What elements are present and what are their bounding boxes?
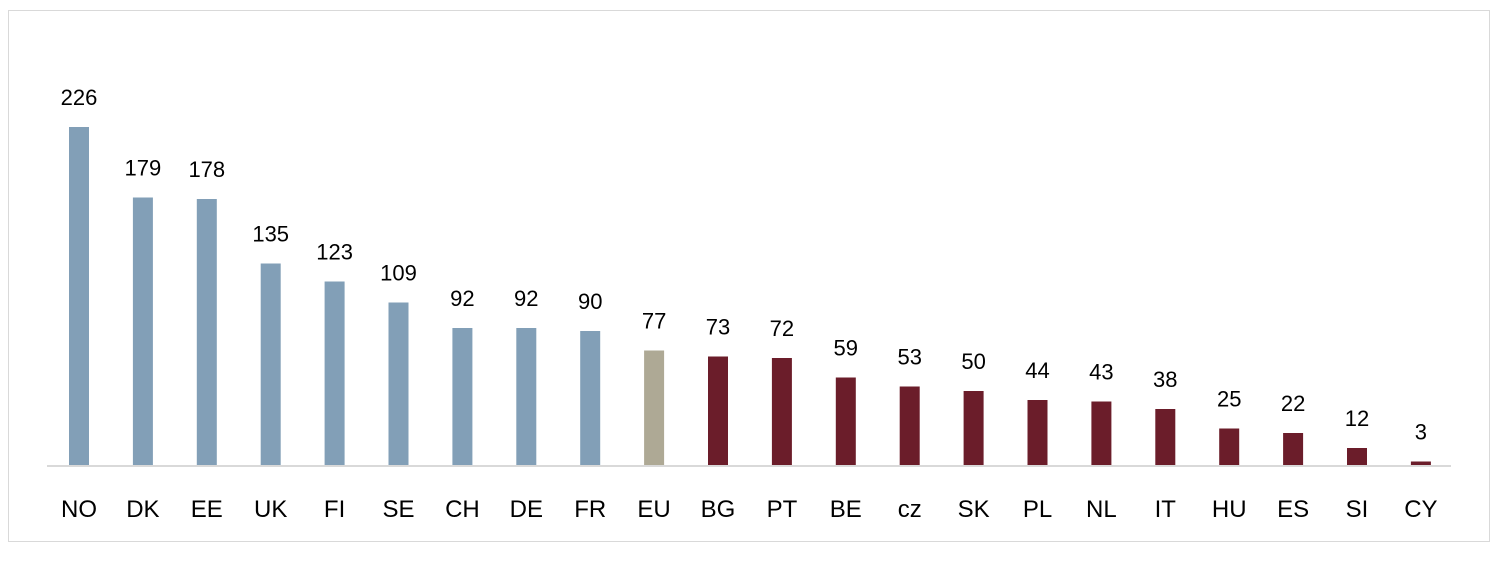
- chart-frame: [8, 10, 1490, 542]
- category-label-si: SI: [1346, 496, 1369, 523]
- bar-se: [388, 302, 409, 466]
- bar-uk: [260, 263, 281, 466]
- category-label-dk: DK: [126, 496, 159, 523]
- value-label-si: 12: [1345, 406, 1369, 431]
- value-label-it: 38: [1153, 367, 1177, 392]
- bar-es: [1283, 433, 1304, 466]
- value-label-fr: 90: [578, 289, 602, 314]
- bar-ee: [196, 199, 217, 466]
- category-label-fr: FR: [574, 496, 606, 523]
- category-label-ch: CH: [445, 496, 480, 523]
- bar-fr: [580, 331, 601, 466]
- value-label-de: 92: [514, 286, 538, 311]
- category-label-no: NO: [61, 496, 97, 523]
- bar-cy: [1410, 461, 1431, 466]
- category-label-cy: CY: [1404, 496, 1437, 523]
- bar-no: [69, 127, 89, 466]
- bar-pl: [1027, 400, 1048, 466]
- value-label-nl: 43: [1089, 360, 1113, 385]
- bar-si: [1347, 448, 1367, 466]
- bar-hu: [1219, 428, 1240, 466]
- category-label-se: SE: [382, 496, 414, 523]
- category-label-sk: SK: [958, 496, 990, 523]
- bar-eu: [644, 350, 665, 466]
- value-label-es: 22: [1281, 391, 1305, 416]
- category-label-uk: UK: [254, 496, 287, 523]
- bar-nl: [1091, 401, 1112, 466]
- category-label-nl: NL: [1086, 496, 1117, 523]
- value-label-dk: 179: [125, 156, 162, 181]
- value-label-no: 226: [61, 85, 98, 110]
- value-label-cz: 53: [897, 345, 921, 370]
- category-label-bg: BG: [701, 496, 736, 523]
- value-label-hu: 25: [1217, 387, 1241, 412]
- bar-be: [835, 377, 856, 466]
- bars-group: [69, 127, 1431, 466]
- category-label-cz: cz: [898, 496, 922, 523]
- category-label-pt: PT: [767, 496, 798, 523]
- value-label-ch: 92: [450, 286, 474, 311]
- category-label-hu: HU: [1212, 496, 1247, 523]
- bar-it: [1155, 409, 1176, 466]
- value-label-se: 109: [380, 261, 417, 286]
- category-labels-group: NO DK EE UK FI SE CH DE FR EU BG PT BE cz SK PL NL IT HU ES…: [61, 496, 1438, 523]
- bar-cz: [899, 386, 920, 466]
- category-label-ee: EE: [191, 496, 223, 523]
- bar-pt: [771, 358, 792, 466]
- bar-de: [516, 328, 537, 466]
- value-label-pt: 72: [770, 316, 794, 341]
- value-label-fi: 123: [316, 240, 353, 265]
- value-label-sk: 50: [961, 349, 985, 374]
- value-label-ee: 178: [188, 157, 225, 182]
- bar-dk: [132, 197, 153, 466]
- value-label-uk: 135: [252, 222, 289, 247]
- category-label-pl: PL: [1023, 496, 1052, 523]
- category-label-it: IT: [1155, 496, 1177, 523]
- value-label-eu: 77: [642, 309, 666, 334]
- category-label-eu: EU: [637, 496, 670, 523]
- category-label-fi: FI: [324, 496, 345, 523]
- value-label-cy: 3: [1415, 420, 1427, 445]
- bar-bg: [708, 356, 728, 466]
- value-label-pl: 44: [1025, 358, 1049, 383]
- value-label-bg: 73: [706, 315, 730, 340]
- category-label-de: DE: [510, 496, 543, 523]
- bar-fi: [324, 281, 345, 466]
- category-label-be: BE: [830, 496, 862, 523]
- value-label-be: 59: [834, 336, 858, 361]
- bar-ch: [452, 328, 473, 466]
- category-label-es: ES: [1277, 496, 1309, 523]
- bar-sk: [963, 391, 984, 466]
